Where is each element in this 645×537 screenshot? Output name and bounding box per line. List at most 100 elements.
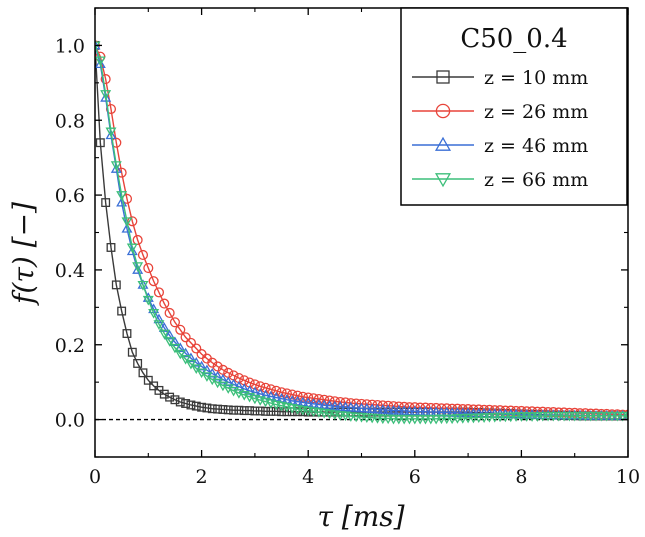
series-2-point-44 [324, 395, 335, 406]
series-2-point-35 [276, 387, 287, 398]
series-1-point-20 [197, 402, 207, 412]
series-4-point-15 [169, 343, 181, 354]
legend-entry-4-label: z = 66 mm [484, 169, 588, 191]
series-1-point-16 [175, 397, 185, 407]
legend-title: C50_0.4 [460, 24, 567, 54]
series-2-point-39 [297, 391, 308, 402]
series-4 [95, 41, 628, 425]
series-4-point-4 [110, 161, 122, 171]
legend-entry-1-label: z = 10 mm [484, 67, 588, 89]
series-4-point-61 [414, 414, 426, 425]
x-tick-label-2: 4 [302, 466, 314, 488]
series-1-point-30 [250, 406, 260, 416]
series-4-point-62 [419, 414, 431, 425]
series-1-point-31 [255, 406, 265, 416]
series-3-point-59 [403, 405, 415, 416]
series-2-point-10 [143, 262, 154, 274]
series-4-point-90 [569, 411, 581, 422]
series-3-point-53 [371, 403, 383, 414]
series-1-point-15 [170, 395, 180, 405]
series-4-point-63 [425, 414, 437, 425]
series-3-point-54 [377, 404, 389, 414]
series-4-point-93 [585, 411, 597, 422]
series-4-point-70 [462, 413, 474, 424]
series-4-point-91 [574, 411, 586, 422]
series-1-point-19 [191, 401, 201, 411]
series-4-point-54 [377, 414, 389, 425]
series-1-point-29 [245, 406, 255, 416]
series-2-point-38 [292, 390, 303, 401]
series-2-point-2 [100, 74, 111, 85]
series-2-point-9 [137, 249, 149, 261]
x-tick-label-3: 6 [409, 466, 421, 488]
series-4-point-69 [457, 414, 469, 424]
series-3-point-50 [356, 402, 367, 413]
series-4-point-3 [105, 127, 117, 138]
series-2-point-42 [313, 393, 324, 405]
legend-entry-3-label: z = 46 mm [484, 135, 588, 157]
series-3-point-42 [313, 398, 325, 409]
series-1-point-10 [143, 375, 153, 385]
legend: C50_0.4 z = 10 mm z = 26 mm z = 46 mm z = 6… [400, 7, 628, 206]
series-4-point-95 [595, 411, 607, 422]
y-tick-label-1: 0.2 [55, 335, 85, 357]
series-1-point-25 [223, 405, 233, 415]
series-2-point-18 [185, 337, 196, 348]
series-3-point-49 [350, 402, 362, 412]
series-4-point-5 [116, 191, 128, 201]
series-3-point-6 [121, 223, 133, 233]
series-1-point-2 [101, 198, 111, 208]
series-2-point-40 [303, 392, 314, 403]
legend-entry-4-marker [434, 173, 452, 188]
legend-entry-3-marker [434, 136, 452, 151]
series-3-point-69 [457, 407, 469, 418]
series-2-point-34 [271, 385, 282, 396]
series-3-point-60 [409, 405, 421, 416]
series-1-point-36 [282, 407, 292, 417]
series-4-point-14 [164, 337, 176, 347]
series-1-point-21 [202, 403, 212, 413]
legend-entry-1: z = 10 mm [412, 67, 588, 89]
series-2-point-23 [212, 361, 223, 372]
series-4-point-83 [531, 412, 543, 422]
series-4-point-75 [489, 413, 501, 423]
series-3-point-7 [126, 245, 138, 256]
series-4-point-92 [579, 411, 591, 422]
series-4-point-96 [601, 411, 613, 422]
series-4-point-64 [430, 414, 442, 425]
series-3-point-46 [334, 401, 346, 411]
series-2-point-7 [127, 216, 138, 227]
series-3-point-15 [169, 336, 181, 347]
series-1-point-18 [186, 400, 196, 410]
series-4-point-98 [611, 411, 623, 422]
series-1-point-13 [159, 389, 169, 399]
series-4-point-71 [467, 413, 479, 424]
series-1-point-5 [117, 306, 127, 316]
series-3-point-5 [116, 196, 128, 207]
axes: 0 2 4 6 8 10 0.0 0.2 0.4 0.6 0.8 1.0 [55, 7, 640, 488]
series-1-point-24 [218, 405, 228, 414]
series-2-point-17 [180, 332, 191, 343]
legend-entry-3: z = 46 mm [412, 135, 588, 157]
series-4-point-80 [515, 412, 527, 422]
series-4-point-76 [494, 412, 506, 423]
y-tick-label-2: 0.4 [55, 260, 85, 282]
series-4-point-78 [505, 412, 517, 423]
series-2-point-14 [164, 307, 175, 318]
series-1-point-3 [106, 243, 116, 252]
series-4-point-7 [126, 243, 138, 254]
series-4-point-72 [473, 413, 485, 424]
series-3-point-14 [164, 329, 176, 340]
series-1-point-28 [239, 406, 249, 416]
series-4-point-1 [95, 56, 106, 67]
series-4-point-2 [100, 90, 112, 100]
series-4-point-97 [606, 411, 618, 422]
series-1-point-8 [133, 359, 143, 368]
series-1-point-26 [229, 405, 239, 415]
series-1-point-35 [277, 407, 286, 417]
series-4-point-85 [542, 411, 554, 422]
series-4-point-86 [547, 411, 559, 422]
series-4-point-59 [403, 414, 415, 425]
series-3-point-8 [132, 264, 144, 274]
y-axis-title: f(τ) [−] [7, 202, 40, 306]
